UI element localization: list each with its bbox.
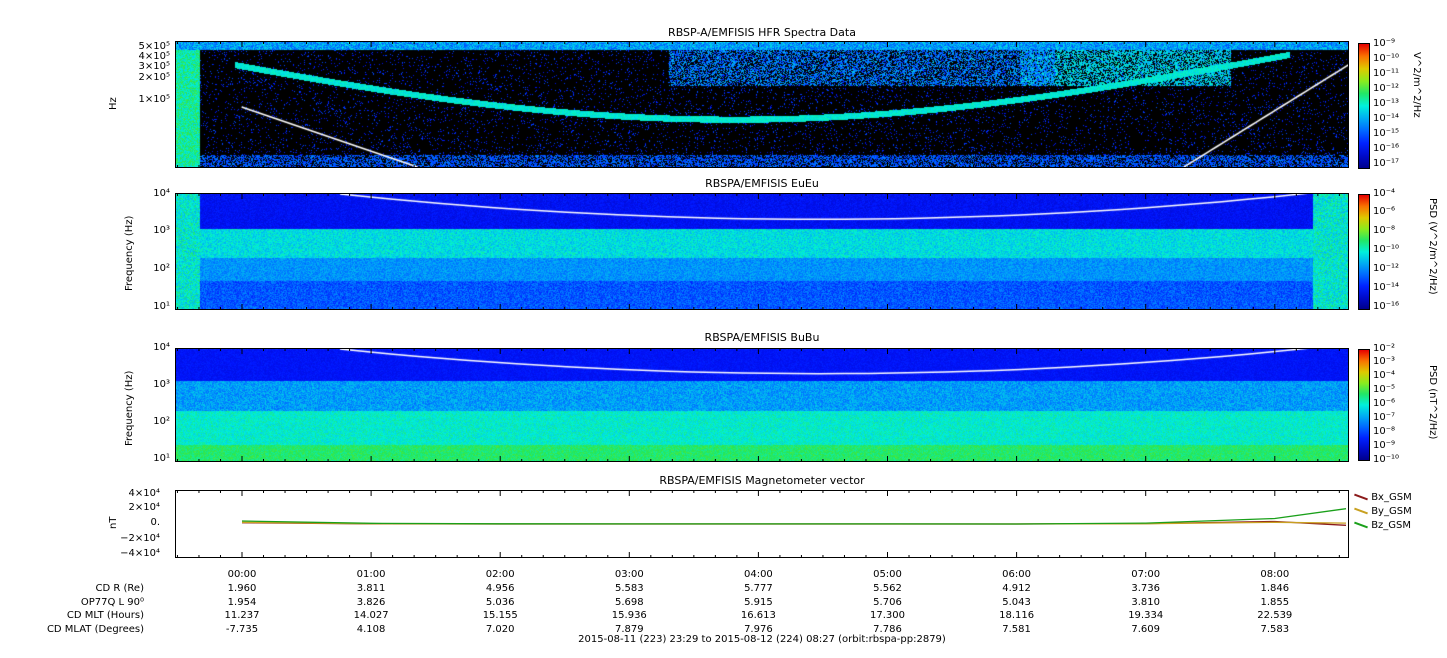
ephemeris-value: 5.043: [1002, 596, 1031, 608]
ephemeris-value: 5.562: [873, 583, 902, 594]
eueu-colorbar: [1358, 194, 1370, 310]
ephemeris-value: 7.583: [1260, 623, 1290, 635]
bubu-colorbar: [1358, 349, 1370, 461]
legend-bz: Bz_GSM: [1354, 520, 1412, 534]
legend-bx: Bx_GSM: [1354, 492, 1412, 506]
ephemeris-value: 5.915: [744, 596, 773, 608]
ephemeris-value: 5.698: [614, 596, 644, 608]
ephemeris-value: 14.027: [353, 610, 389, 621]
eueu-spectrogram: [176, 194, 1348, 309]
ephemeris-row-label: CD MLT (Hours): [66, 610, 144, 621]
ephemeris-value: 4.956: [485, 583, 515, 594]
ephemeris-value: 7.581: [1002, 623, 1031, 635]
x-tick-label: 01:00: [356, 569, 386, 580]
bubu-panel-title: RBSPA/EMFISIS BuBu: [704, 331, 820, 344]
ephemeris-value: 1.846: [1260, 583, 1290, 594]
ephemeris-value: 3.810: [1131, 596, 1160, 608]
ephemeris-value: 19.334: [1128, 610, 1164, 621]
ephemeris-value: 4.108: [356, 623, 386, 635]
ephemeris-value: 15.936: [611, 610, 647, 621]
x-tick-label: 08:00: [1260, 569, 1290, 580]
ephemeris-row-label: CD R (Re): [95, 583, 144, 594]
x-tick-label: 03:00: [614, 569, 644, 580]
ephemeris-value: 7.879: [614, 623, 644, 635]
ephemeris-value: 18.116: [999, 610, 1035, 621]
ephemeris-value: 1.960: [227, 583, 257, 594]
ephemeris-value: 3.826: [356, 596, 386, 608]
mag-line-chart: [175, 490, 1349, 558]
ephemeris-value: 4.912: [1002, 583, 1031, 594]
hfr-colorbar: [1358, 43, 1370, 169]
ephemeris-value: 7.020: [485, 623, 515, 635]
x-tick-label: 04:00: [743, 569, 773, 580]
ephemeris-row-label: OP77Q L 90⁰: [80, 596, 144, 608]
ephemeris-value: 3.811: [356, 583, 386, 594]
ephemeris-value: -7.735: [225, 623, 259, 635]
hfr-panel-title: RBSP-A/EMFISIS HFR Spectra Data: [668, 26, 856, 39]
ephemeris-value: 17.300: [870, 610, 905, 621]
ephemeris-value: 1.954: [227, 596, 257, 608]
time-range-footer: 2015-08-11 (223) 23:29 to 2015-08-12 (22…: [578, 634, 946, 645]
x-tick-label: 06:00: [1002, 569, 1031, 580]
hfr-y-label: Hz: [108, 97, 119, 110]
ephemeris-value: 1.855: [1260, 596, 1290, 608]
x-tick-label: 05:00: [873, 569, 902, 580]
ephemeris-value: 5.036: [485, 596, 515, 608]
x-tick-label: 02:00: [485, 569, 515, 580]
mag-panel-title: RBSPA/EMFISIS Magnetometer vector: [659, 474, 865, 487]
mag-legend: Bx_GSM By_GSM Bz_GSM: [1354, 492, 1412, 534]
ephemeris-value: 16.613: [740, 610, 776, 621]
bubu-y-label: Frequency (Hz): [124, 370, 135, 446]
ephemeris-value: 5.706: [873, 596, 902, 608]
eueu-panel-title: RBSPA/EMFISIS EuEu: [705, 177, 819, 190]
eueu-y-label: Frequency (Hz): [124, 215, 135, 291]
ephemeris-value: 5.777: [744, 583, 773, 594]
mag-y-label: nT: [108, 516, 119, 529]
ephemeris-value: 11.237: [224, 610, 260, 621]
ephemeris-value: 15.155: [482, 610, 518, 621]
eueu-colorbar-label: PSD (V^2/m^2/Hz): [1427, 198, 1438, 295]
ephemeris-value: 7.609: [1131, 623, 1160, 635]
x-tick-label: 00:00: [227, 569, 257, 580]
ephemeris-value: 22.539: [1257, 610, 1293, 621]
ephemeris-value: 7.786: [873, 623, 902, 635]
legend-by: By_GSM: [1354, 506, 1412, 520]
ephemeris-value: 3.736: [1131, 583, 1160, 594]
bubu-colorbar-label: PSD (nT^2/Hz): [1427, 365, 1438, 440]
x-tick-label: 07:00: [1131, 569, 1161, 580]
bubu-spectrogram: [176, 349, 1348, 461]
series-line-bz_gsm: [241, 508, 1347, 525]
hfr-colorbar-label: V^2/m^2/Hz: [1411, 52, 1422, 118]
ephemeris-value: 5.583: [614, 583, 644, 594]
hfr-spectrogram: [176, 42, 1348, 167]
ephemeris-row-label: CD MLAT (Degrees): [46, 623, 144, 635]
ephemeris-value: 7.976: [744, 623, 773, 635]
